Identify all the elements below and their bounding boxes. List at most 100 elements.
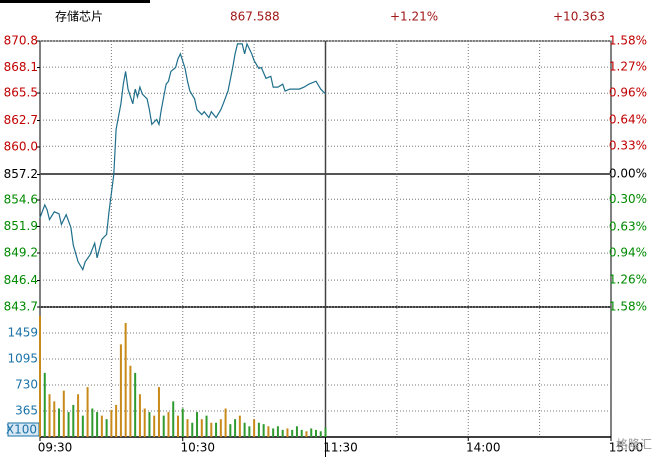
volume-bar [96, 412, 99, 437]
volume-tick-label: 365 [15, 403, 38, 417]
stock-name: 存储芯片 [55, 9, 103, 24]
volume-bar [319, 431, 322, 437]
volume-bar [77, 394, 80, 437]
volume-bar [186, 419, 189, 437]
volume-bar [86, 387, 89, 437]
volume-bar [210, 422, 213, 437]
volume-bar [162, 415, 165, 437]
volume-bar [39, 315, 41, 437]
volume-bar [124, 322, 127, 437]
y-tick-label: 843.7 [4, 300, 38, 314]
volume-bar [191, 422, 194, 437]
volume-bar [167, 412, 170, 437]
volume-bar [272, 428, 275, 437]
volume-bar [91, 408, 94, 437]
volume-bar [310, 428, 313, 437]
volume-bar [267, 426, 270, 437]
y2-tick-label: 0.94% [609, 246, 647, 260]
change: +10.363 [553, 10, 605, 24]
volume-bar [62, 390, 65, 437]
watermark: 格隆汇 [616, 437, 652, 452]
volume-bar [129, 365, 132, 437]
volume-bar [324, 427, 327, 437]
y2-tick-label: 1.58% [609, 300, 647, 314]
y-tick-label: 870.8 [4, 34, 38, 48]
y-tick-label: 862.7 [4, 113, 38, 127]
y2-tick-label: 0.63% [609, 220, 647, 234]
y-tick-label: 857.2 [4, 167, 38, 181]
volume-bar [276, 426, 279, 437]
volume-bar [248, 426, 251, 437]
volume-bar [138, 394, 141, 437]
volume-bar [300, 429, 303, 437]
volume-bar [196, 412, 199, 437]
volume-bar [262, 424, 265, 437]
volume-bar [100, 415, 103, 437]
volume-bar [243, 422, 246, 437]
volume-bar [157, 387, 160, 437]
volume-bar [143, 408, 146, 437]
y2-tick-label: 1.26% [609, 273, 647, 287]
volume-bar [295, 426, 298, 437]
volume-bar [81, 415, 84, 437]
y2-tick-label: 0.33% [609, 139, 647, 153]
volume-bar [215, 422, 218, 437]
volume-bar [67, 412, 70, 437]
volume-unit-label: X100 [6, 423, 37, 437]
volume-bar [181, 408, 184, 437]
volume-bar [257, 422, 260, 437]
y-tick-label: 846.4 [4, 273, 38, 287]
y-tick-label: 868.1 [4, 60, 38, 74]
volume-bar [224, 408, 227, 437]
y-tick-label: 860.0 [4, 140, 38, 154]
y2-tick-label: 1.27% [609, 60, 647, 74]
volume-bar [119, 344, 122, 437]
volume-bar [115, 404, 118, 437]
volume-bar [281, 429, 284, 437]
y-tick-label: 851.9 [4, 219, 38, 233]
y2-tick-label: 0.96% [609, 86, 647, 100]
volume-bar [229, 424, 232, 437]
volume-bar [172, 401, 175, 437]
volume-bar [153, 415, 156, 437]
volume-bar [134, 372, 137, 437]
volume-bar [253, 419, 256, 437]
y2-tick-label: 0.64% [609, 113, 647, 127]
x-tick-label: 15:00 [609, 441, 644, 455]
price-line [39, 42, 326, 272]
volume-tick-label: 730 [15, 377, 38, 391]
volume-bar [58, 408, 61, 437]
volume-bar [48, 394, 51, 437]
change-pct: +1.21% [390, 10, 438, 24]
volume-bar [305, 431, 308, 437]
volume-bar [105, 419, 108, 437]
volume-bar [291, 429, 294, 437]
volume-bar [43, 372, 46, 437]
y-tick-label: 854.6 [4, 193, 38, 207]
last-price: 867.588 [230, 10, 280, 24]
volume-tick-label: 1459 [7, 326, 38, 340]
y-tick-label: 865.5 [4, 86, 38, 100]
x-tick-label: 10:30 [180, 441, 215, 455]
volume-bar [148, 412, 151, 437]
volume-tick-label: 1095 [7, 351, 38, 365]
x-tick-label: 11:30 [323, 441, 358, 455]
volume-bar [110, 409, 113, 437]
y2-tick-label: 0.30% [609, 192, 647, 206]
y2-tick-label: 1.58% [609, 34, 647, 48]
volume-bar [286, 428, 289, 437]
volume-bar [176, 415, 179, 437]
x-tick-label: 14:00 [466, 441, 501, 455]
volume-bar [200, 419, 203, 437]
volume-bar [72, 404, 75, 437]
volume-bar [205, 415, 208, 437]
volume-bar [219, 419, 222, 437]
volume-bar [314, 429, 317, 437]
y2-tick-label: 0.00% [609, 167, 647, 181]
volume-bar [53, 401, 56, 437]
volume-bar [238, 415, 241, 437]
y-tick-label: 849.2 [4, 246, 38, 260]
